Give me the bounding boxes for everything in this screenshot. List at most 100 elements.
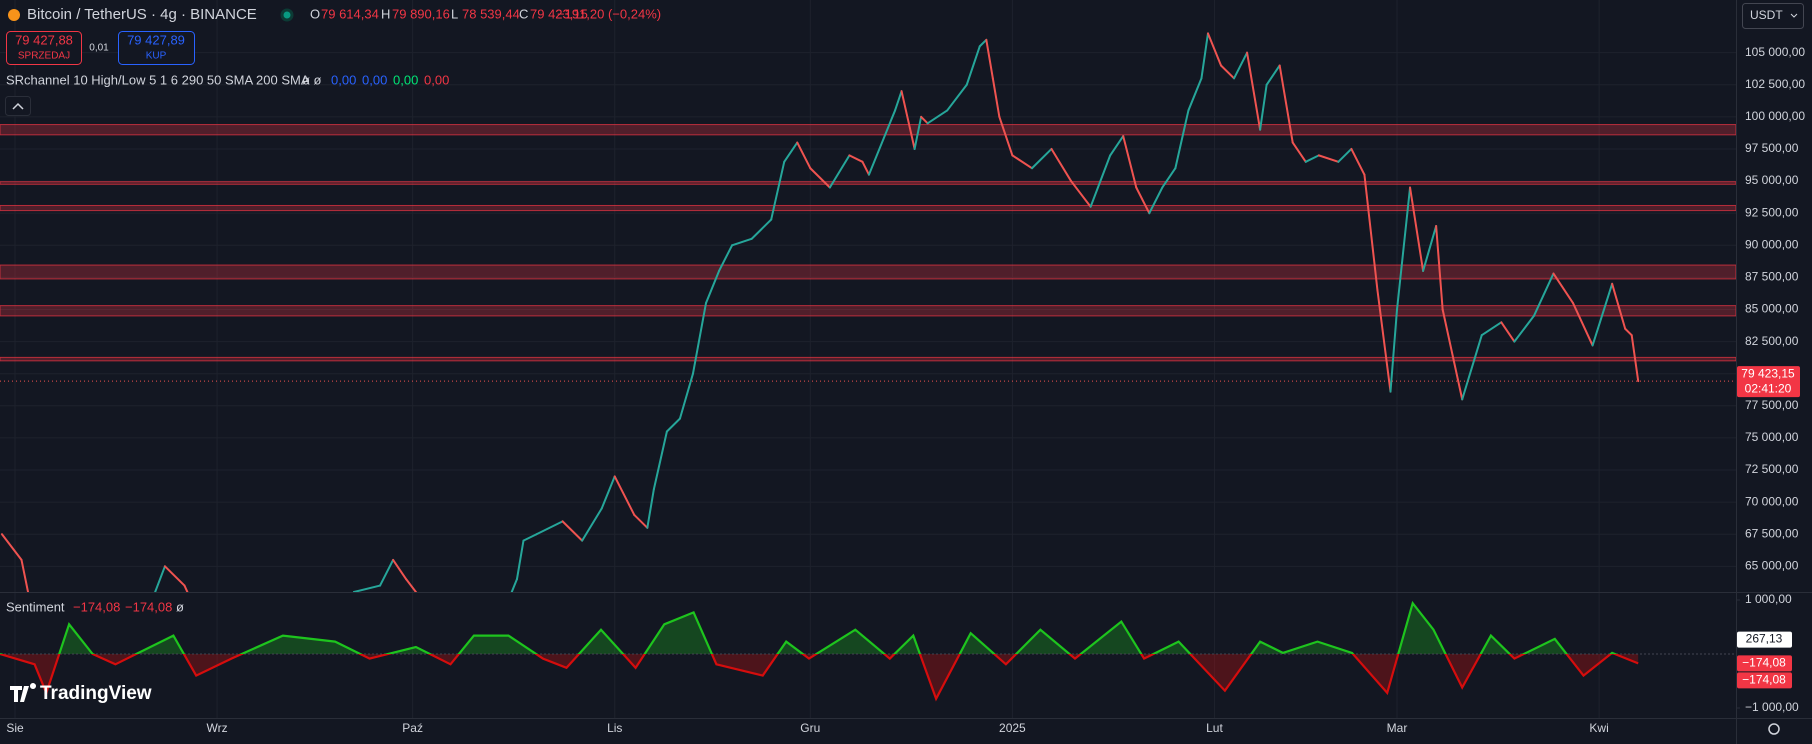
- candle: [828, 154, 851, 189]
- sell-price[interactable]: 79 427,88: [15, 32, 73, 47]
- candle: [1187, 77, 1203, 112]
- candle: [1441, 308, 1464, 401]
- sr-zone: [0, 181, 1736, 185]
- x-tick-label: Mar: [1387, 721, 1408, 735]
- srchannel-value: 0,00: [362, 72, 387, 87]
- candle: [691, 302, 708, 375]
- candle: [1572, 302, 1594, 347]
- candle: [1089, 154, 1112, 208]
- candle: [991, 77, 1001, 118]
- candle: [1591, 282, 1614, 347]
- ohlc-value: 78 539,44: [462, 6, 520, 21]
- x-tick-label: Lis: [607, 721, 622, 735]
- ohlc: O 79 614,34 H 79 890,16 L 78 539,44 C 79 423,15: [310, 6, 588, 21]
- candle: [20, 558, 30, 592]
- candle: [1363, 173, 1379, 292]
- candle: [1122, 135, 1138, 189]
- y-tick-label: 70 000,00: [1745, 494, 1799, 508]
- srchannel-value: 0,00: [424, 72, 449, 87]
- currency-caret: [1790, 13, 1798, 18]
- y-tick-label: 72 500,00: [1745, 462, 1799, 476]
- buy-price[interactable]: 79 427,89: [127, 32, 185, 47]
- candle: [848, 154, 864, 163]
- candle: [515, 539, 525, 581]
- candle: [392, 558, 408, 581]
- y-tick-label: 102 500,00: [1745, 77, 1805, 91]
- candle: [646, 488, 655, 529]
- ohlc-value: 79 614,34: [321, 6, 379, 21]
- candle: [1500, 321, 1516, 343]
- logo[interactable]: TradingView: [40, 683, 152, 704]
- sentiment-name[interactable]: Sentiment: [6, 599, 65, 614]
- candle: [1220, 64, 1236, 80]
- y-tick-label: 92 500,00: [1745, 205, 1799, 219]
- sell-label[interactable]: SPRZEDAJ: [18, 51, 70, 62]
- candle: [946, 83, 968, 112]
- ohlc-value: 79 890,16: [392, 6, 450, 21]
- candle: [600, 475, 616, 510]
- price-change: −191,20 (−0,24%): [557, 6, 661, 21]
- last-price-tag: [1737, 366, 1800, 398]
- candle: [613, 475, 636, 516]
- candle: [1246, 51, 1262, 131]
- x-tick-label: 2025: [999, 721, 1026, 735]
- candle: [920, 115, 929, 125]
- sr-zone: [0, 204, 1736, 212]
- sentiment-flag: ø: [176, 599, 184, 614]
- candle: [1317, 154, 1340, 163]
- sentiment-area-down: [0, 654, 1639, 699]
- candle: [405, 578, 418, 592]
- candle: [1337, 147, 1353, 163]
- x-tick-label: Sie: [6, 721, 24, 735]
- currency[interactable]: USDT: [1750, 8, 1783, 22]
- candle: [1161, 167, 1177, 189]
- currency-button[interactable]: [1742, 3, 1804, 29]
- candle: [1422, 225, 1438, 272]
- settings-icon[interactable]: [1768, 723, 1780, 735]
- spread: 0,01: [89, 43, 109, 54]
- axes: Sie Wrz Paź Lis Gru 2025 Lut Mar Kwi 65 000,00 67 …: [6, 45, 1805, 735]
- candle: [1265, 64, 1281, 86]
- ohlc-key: C: [519, 6, 528, 21]
- sell-button[interactable]: [6, 31, 82, 65]
- candle: [1630, 334, 1640, 383]
- srchannel-name[interactable]: SRchannel 10 High/Low 5 1 6 290 50 SMA 2…: [6, 72, 310, 87]
- candle: [1206, 32, 1223, 67]
- price-pane: [0, 0, 1736, 592]
- market-status: [280, 8, 294, 22]
- candle: [1389, 308, 1399, 393]
- ohlc-key: O: [310, 6, 320, 21]
- axis-label: 267,13: [1746, 632, 1783, 646]
- sentiment-value: −174,08: [73, 599, 120, 614]
- candle: [1480, 321, 1503, 337]
- candle: [1030, 147, 1053, 170]
- collapse-button[interactable]: [5, 96, 31, 116]
- candle: [154, 565, 166, 592]
- candle: [1409, 186, 1425, 272]
- buy-button[interactable]: [118, 31, 195, 65]
- x-tick-label: Paź: [402, 721, 423, 735]
- candle: [965, 45, 981, 86]
- candle: [352, 584, 382, 592]
- collapse-icon: [12, 102, 24, 110]
- sr-zone: [0, 356, 1736, 362]
- candle: [0, 533, 23, 561]
- candle: [1532, 272, 1555, 317]
- symbol-title[interactable]: Bitcoin / TetherUS · 4g · BINANCE: [27, 6, 257, 23]
- candle: [1350, 147, 1366, 176]
- candle: [867, 109, 897, 176]
- candle: [652, 430, 668, 491]
- axis-label: −174,08: [1742, 656, 1786, 670]
- axis-label-box: [1737, 631, 1792, 648]
- y-tick-label: 90 000,00: [1745, 237, 1799, 251]
- candle: [1233, 51, 1249, 80]
- candle: [731, 237, 753, 247]
- buy-label[interactable]: KUP: [146, 51, 167, 62]
- sentiment-line-up: [0, 600, 1618, 655]
- candle: [1304, 154, 1320, 163]
- candle: [978, 38, 988, 48]
- candle: [1050, 147, 1073, 183]
- candle: [1376, 289, 1392, 393]
- candle: [783, 141, 799, 163]
- y-tick-label: 95 000,00: [1745, 173, 1799, 187]
